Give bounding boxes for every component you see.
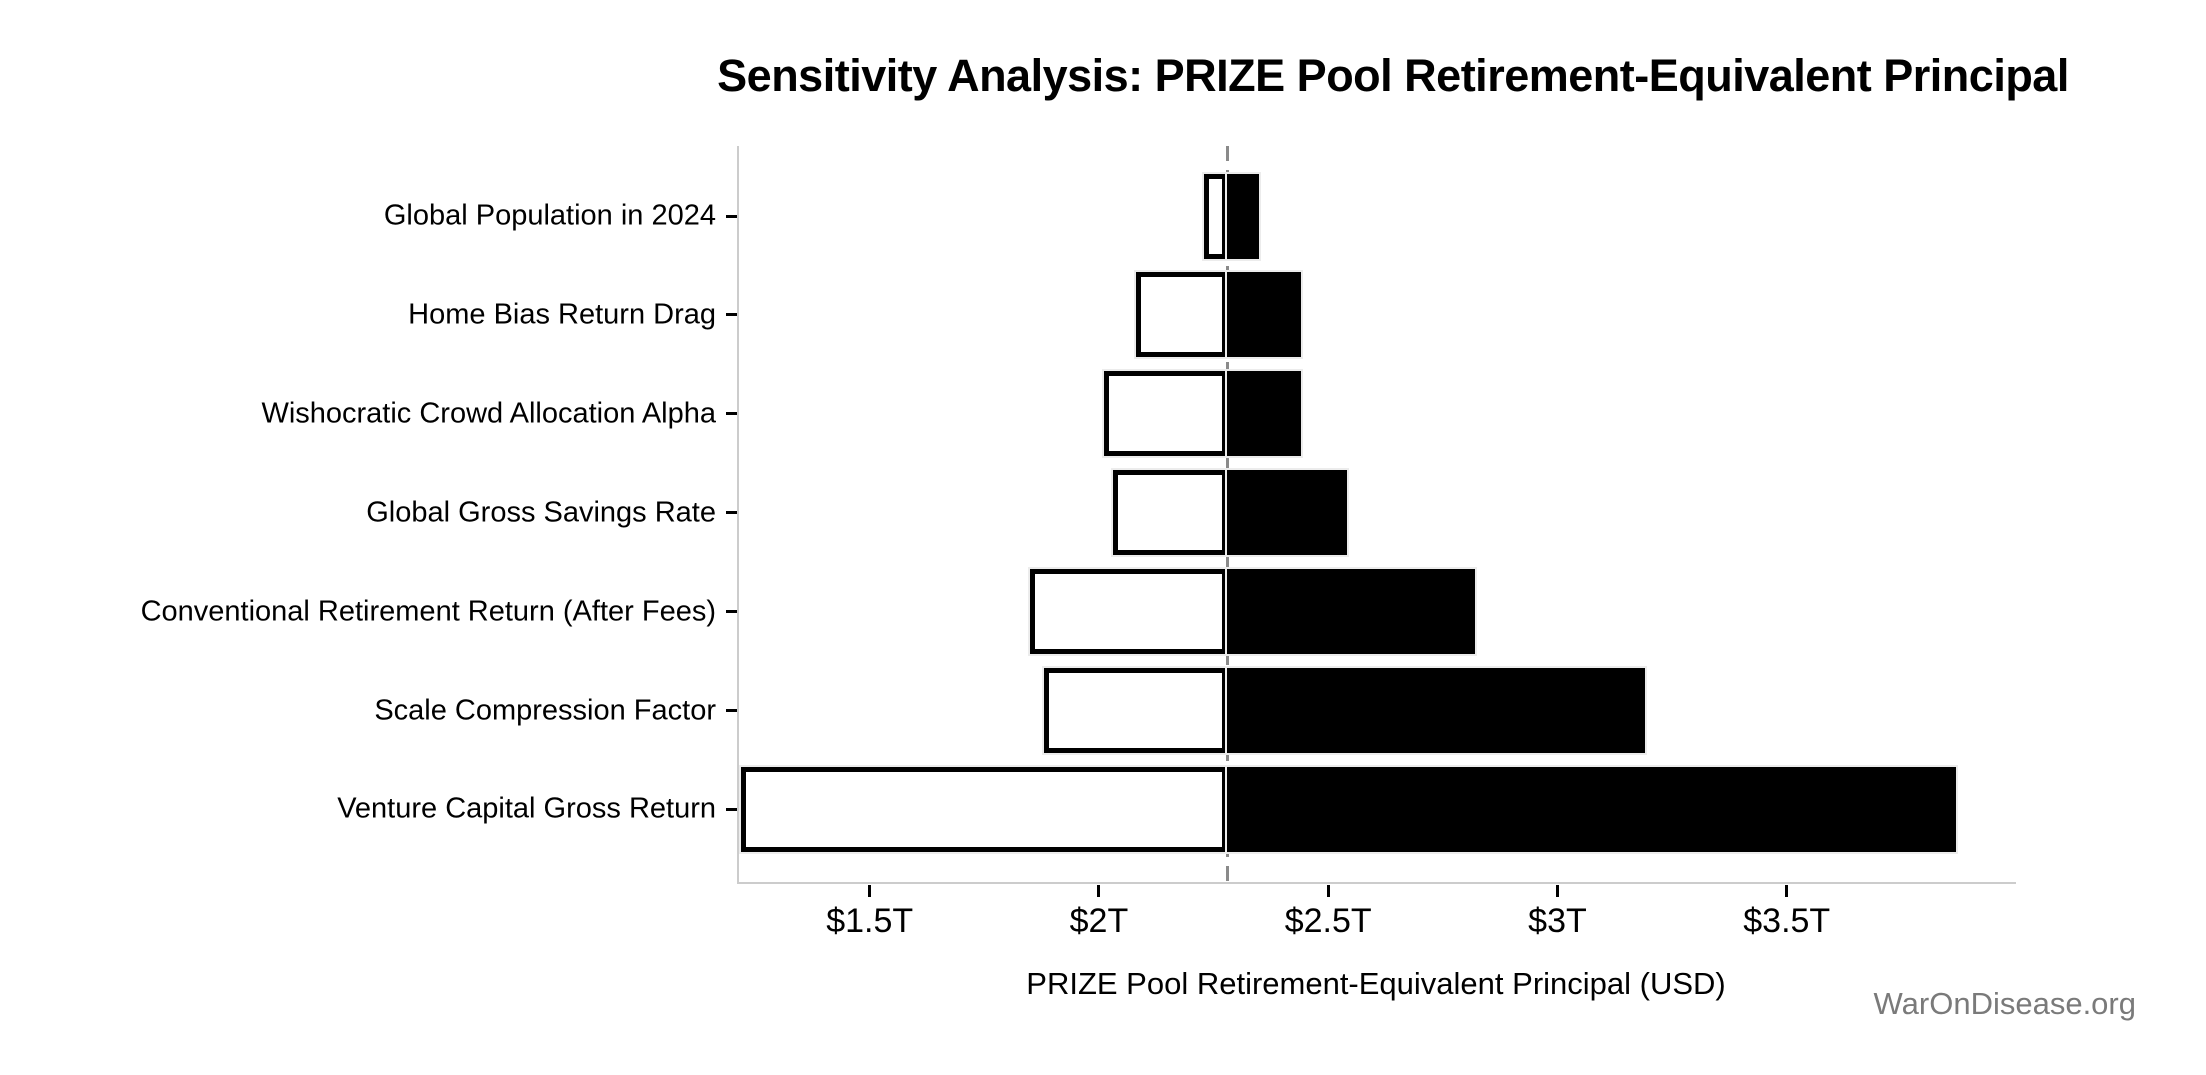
bar-low [1103, 371, 1228, 457]
x-tick-mark [1785, 885, 1789, 897]
bar-low [1112, 470, 1228, 556]
y-tick-mark [726, 807, 737, 811]
bar-high [1227, 766, 1957, 852]
watermark-text: WarOnDisease.org [1873, 986, 2136, 1021]
y-tick-label: Scale Compression Factor [374, 694, 716, 726]
y-tick-mark [726, 214, 737, 218]
y-tick-mark [726, 313, 737, 317]
y-tick-label: Global Gross Savings Rate [366, 496, 716, 529]
x-tick-mark [1097, 885, 1101, 897]
x-tick-mark [868, 885, 872, 897]
bar-low [1204, 173, 1228, 259]
bar-low [741, 766, 1228, 852]
x-tick-label: $3T [1528, 902, 1587, 940]
plot-area: $1.5T $2T $2.5T $3T $3.5T [726, 146, 2016, 940]
bar-high [1227, 371, 1301, 457]
x-tick-label: $3.5T [1743, 902, 1831, 940]
chart-title: Sensitivity Analysis: PRIZE Pool Retirem… [717, 50, 2069, 101]
y-tick-label: Conventional Retirement Return (After Fe… [140, 595, 716, 628]
x-axis-label: PRIZE Pool Retirement-Equivalent Princip… [1026, 966, 1726, 1001]
y-tick-label: Wishocratic Crowd Allocation Alpha [261, 397, 716, 430]
y-tick-mark [726, 412, 737, 416]
x-tick-mark [1326, 885, 1330, 897]
bar-low [1135, 272, 1228, 358]
bar-high [1227, 272, 1301, 358]
bar-high [1227, 569, 1475, 655]
x-tick-mark [1555, 885, 1559, 897]
bar-high [1227, 470, 1347, 556]
y-tick-label: Home Bias Return Drag [408, 298, 716, 331]
y-tick-mark [726, 709, 737, 712]
x-tick-label: $2.5T [1284, 902, 1372, 940]
bar-low [1030, 569, 1228, 655]
y-tick-mark [726, 511, 737, 515]
x-tick-label: $2T [1069, 902, 1129, 940]
bar-high [1227, 668, 1645, 753]
y-tick-label: Global Population in 2024 [383, 199, 716, 232]
bar-high [1227, 173, 1260, 259]
bar-low [1043, 668, 1228, 753]
y-tick-mark [726, 610, 737, 614]
x-tick-label: $1.5T [826, 902, 914, 940]
y-tick-label: Venture Capital Gross Return [337, 792, 716, 825]
